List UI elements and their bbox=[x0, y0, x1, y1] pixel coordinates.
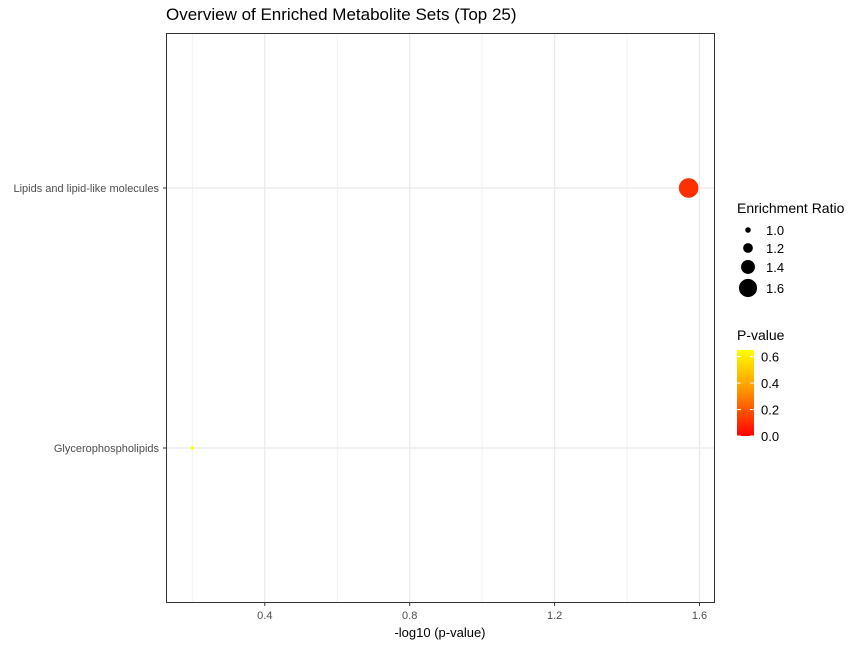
x-tick-label-1: 0.8 bbox=[402, 610, 417, 622]
plot-panel-border bbox=[166, 33, 715, 603]
size-legend-label-1: 1.2 bbox=[766, 241, 784, 256]
size-legend-label-3: 1.6 bbox=[766, 281, 784, 296]
x-axis-title: -log10 (p-value) bbox=[394, 625, 485, 640]
y-tick-label-1: Glycerophospholipids bbox=[54, 443, 160, 455]
y-axis: Lipids and lipid-like molecules Glyceroph… bbox=[13, 183, 167, 455]
size-legend-dot-2 bbox=[741, 260, 755, 274]
size-legend-title: Enrichment Ratio bbox=[737, 200, 845, 216]
color-legend-label-0: 0.6 bbox=[761, 350, 779, 365]
x-axis: 0.4 0.8 1.2 1.6 bbox=[257, 602, 707, 622]
color-legend-label-2: 0.2 bbox=[761, 403, 779, 418]
color-legend-title: P-value bbox=[737, 327, 785, 343]
data-point-0 bbox=[678, 178, 699, 198]
x-tick-label-3: 1.6 bbox=[692, 610, 707, 622]
size-legend-label-0: 1.0 bbox=[766, 223, 784, 238]
color-legend: 0.6 0.4 0.2 0.0 bbox=[737, 350, 779, 444]
color-legend-label-3: 0.0 bbox=[761, 429, 779, 444]
data-point-1 bbox=[190, 446, 195, 450]
major-gridlines bbox=[167, 34, 714, 602]
p-value-colorbar bbox=[737, 350, 754, 436]
color-legend-label-1: 0.4 bbox=[761, 376, 779, 391]
y-tick-label-0: Lipids and lipid-like molecules bbox=[13, 183, 159, 195]
chart-title: Overview of Enriched Metabolite Sets (To… bbox=[166, 5, 517, 24]
size-legend-label-2: 1.4 bbox=[766, 260, 784, 275]
x-tick-label-0: 0.4 bbox=[257, 610, 272, 622]
data-points bbox=[190, 178, 699, 450]
size-legend-dot-3 bbox=[738, 278, 758, 298]
size-legend-dot-1 bbox=[743, 243, 753, 253]
x-tick-label-2: 1.2 bbox=[547, 610, 562, 622]
minor-gridlines bbox=[191, 34, 628, 602]
size-legend-dot-0 bbox=[745, 227, 751, 233]
size-legend: 1.0 1.2 1.4 1.6 bbox=[738, 223, 784, 298]
